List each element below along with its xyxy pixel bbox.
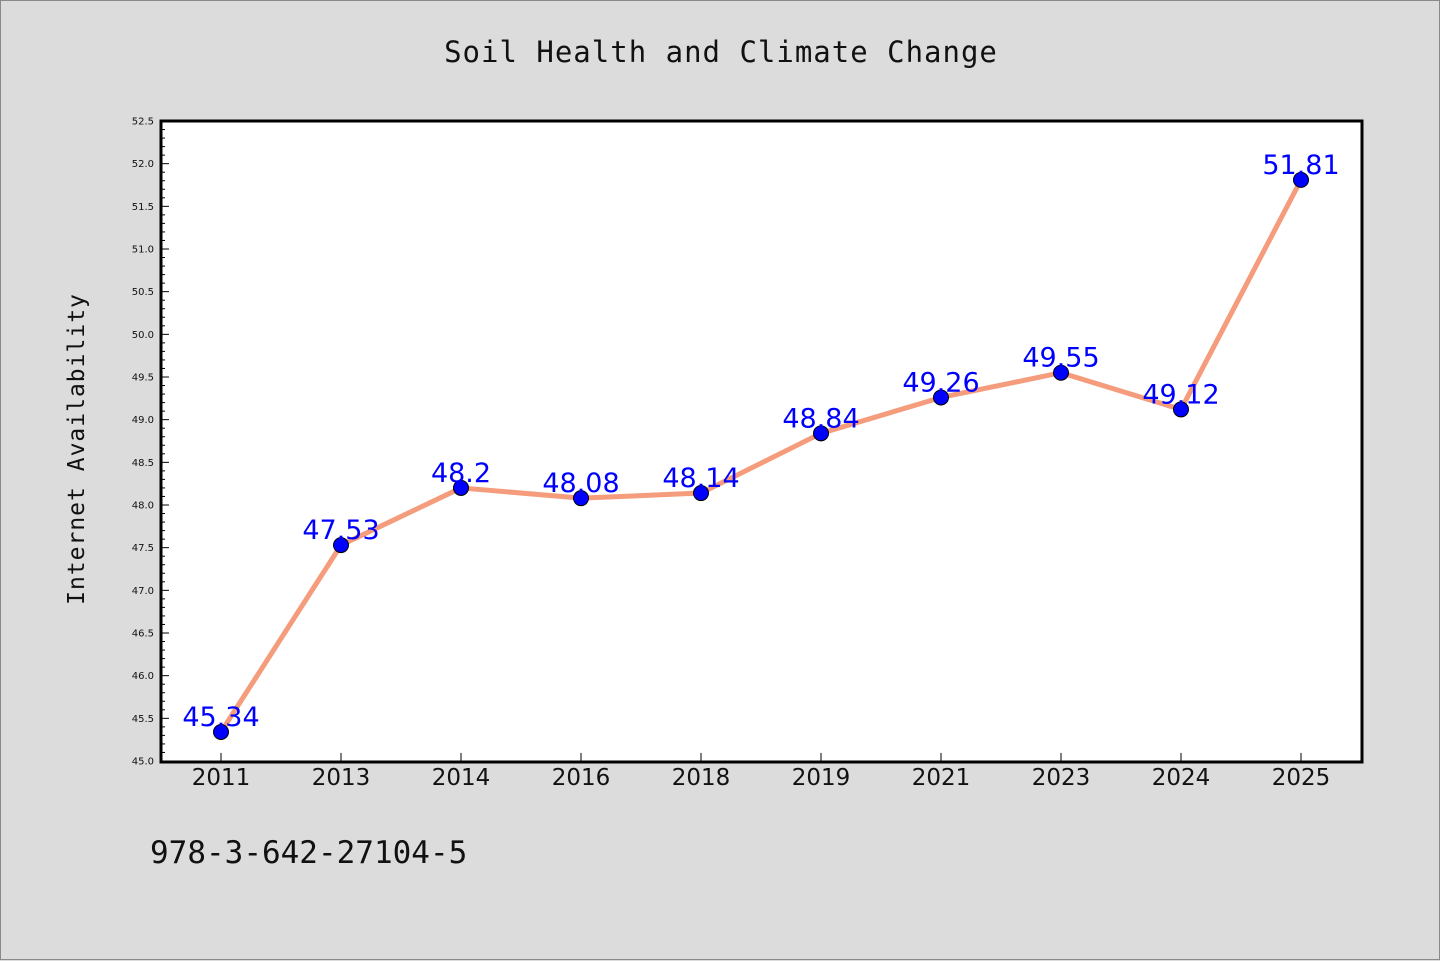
x-tick-label: 2024 bbox=[1152, 765, 1211, 791]
data-label: 48.84 bbox=[782, 403, 859, 434]
y-tick-label: 45.0 bbox=[132, 757, 154, 768]
data-point bbox=[453, 479, 469, 496]
x-tick-label: 2023 bbox=[1032, 765, 1091, 791]
y-tick-label: 45.5 bbox=[132, 714, 154, 725]
data-labels: 45.34 47.53 48.2 48.08 48.14 48.84 49.26 49.55 4… bbox=[182, 150, 1339, 733]
data-label: 48.2 bbox=[431, 458, 491, 489]
y-tick-label: 52.5 bbox=[132, 117, 154, 128]
data-point bbox=[1173, 401, 1189, 418]
x-tick-label: 2014 bbox=[432, 765, 491, 791]
x-axis: 2011 2013 2014 2016 2018 2019 2021 2023 2024 2025 bbox=[192, 753, 1331, 791]
data-label: 48.14 bbox=[662, 463, 739, 494]
data-point bbox=[333, 537, 349, 554]
y-tick-label: 46.5 bbox=[132, 629, 154, 640]
markers bbox=[213, 171, 1309, 740]
x-tick-label: 2019 bbox=[792, 765, 851, 791]
x-tick-label: 2013 bbox=[312, 765, 371, 791]
data-point bbox=[213, 723, 229, 740]
series-line bbox=[218, 177, 1304, 735]
x-tick-label: 2011 bbox=[192, 765, 251, 791]
y-axis: 45.0 45.5 46.0 46.5 47.0 47.5 48.0 48.5 49.0 49.5… bbox=[132, 117, 169, 768]
x-tick-label: 2021 bbox=[912, 765, 971, 791]
data-label: 49.12 bbox=[1142, 379, 1219, 410]
y-tick-label: 47.0 bbox=[132, 586, 154, 597]
data-point bbox=[573, 490, 589, 507]
data-label: 51.81 bbox=[1262, 150, 1339, 181]
y-tick-label: 47.5 bbox=[132, 543, 154, 554]
footer-code: 978-3-642-27104-5 bbox=[150, 835, 468, 871]
data-point bbox=[933, 389, 949, 406]
y-tick-label: 50.5 bbox=[132, 287, 154, 298]
data-point bbox=[1053, 364, 1069, 381]
x-tick-label: 2025 bbox=[1272, 765, 1331, 791]
y-tick-label: 49.0 bbox=[132, 415, 154, 426]
data-point bbox=[1293, 171, 1309, 188]
y-tick-label: 49.5 bbox=[132, 373, 154, 384]
data-label: 48.08 bbox=[542, 468, 619, 499]
data-label: 45.34 bbox=[182, 702, 259, 733]
x-tick-label: 2018 bbox=[672, 765, 731, 791]
y-tick-label: 51.0 bbox=[132, 245, 154, 256]
data-point bbox=[693, 485, 709, 502]
y-tick-label: 51.5 bbox=[132, 202, 154, 213]
data-label: 47.53 bbox=[302, 515, 379, 546]
y-tick-label: 52.0 bbox=[132, 159, 154, 170]
data-point bbox=[813, 425, 829, 442]
y-tick-label: 50.0 bbox=[132, 330, 154, 341]
y-tick-label: 46.0 bbox=[132, 671, 154, 682]
plot-area bbox=[159, 119, 1364, 764]
y-tick-label: 48.0 bbox=[132, 501, 154, 512]
data-label: 49.26 bbox=[902, 367, 979, 398]
chart-title: Soil Health and Climate Change bbox=[444, 35, 998, 69]
x-tick-label: 2016 bbox=[552, 765, 611, 791]
data-label: 49.55 bbox=[1022, 343, 1099, 374]
y-tick-label: 48.5 bbox=[132, 458, 154, 469]
